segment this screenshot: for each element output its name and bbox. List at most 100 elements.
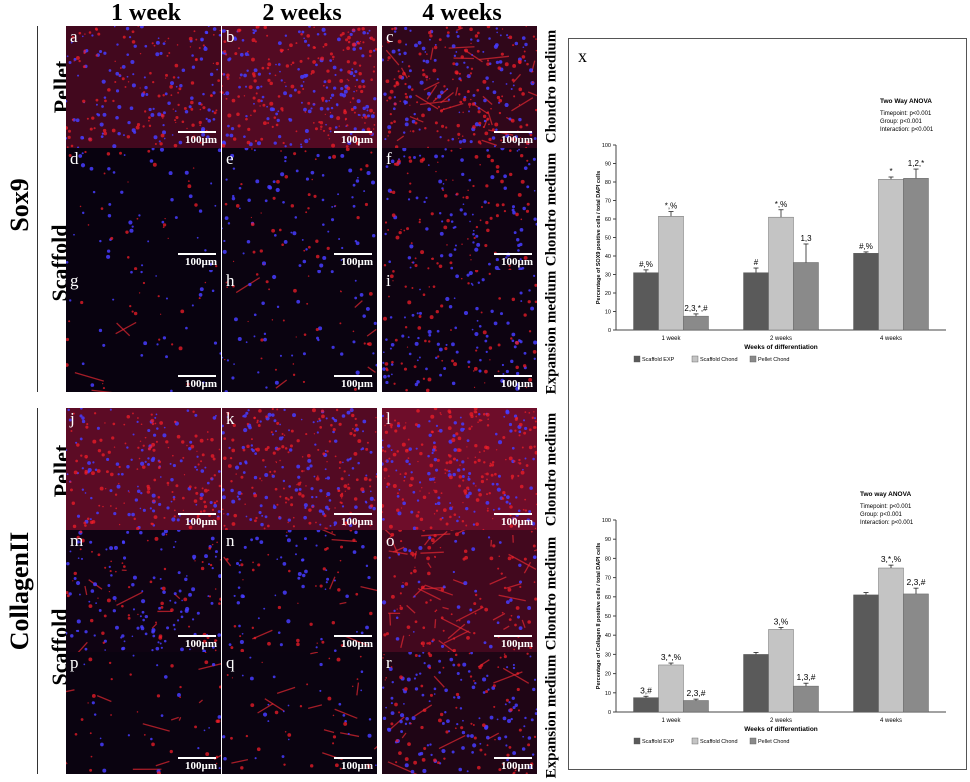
bar-scaffold-chond [769,629,794,712]
significance-label: 3,*,% [661,652,682,662]
scale-bar-label: 100µm [501,760,533,772]
y-tick-label: 20 [605,291,611,297]
scale-bar-label: 100µm [501,638,533,650]
panel-letter: m [70,531,83,551]
scale-bar-label: 100µm [341,516,373,528]
y-tick-label: 50 [605,236,611,242]
micrograph-panel-a: a 100µm [66,26,221,148]
panel-letter: a [70,27,78,47]
scale-bar-label: 100µm [185,760,217,772]
panel-letter: r [386,653,392,673]
significance-label: *,% [665,202,677,211]
micrograph-panel-h: h 100µm [222,270,377,392]
y-tick-label: 0 [608,710,611,716]
micrograph-panel-r: r 100µm [382,652,537,774]
medium-label-row2: Chondro medium [544,149,561,271]
scale-bar-label: 100µm [341,378,373,390]
scale-bar-label: 100µm [341,760,373,772]
legend-label: Scaffold Chond [700,739,738,745]
panel-letter: j [70,409,75,429]
bar-scaffold-exp [854,253,879,330]
stats-line: Interaction: p<0.001 [860,520,914,526]
legend-label: Pellet Chond [758,739,790,745]
bar-scaffold-exp [634,698,659,712]
legend-label: Pellet Chond [758,357,790,363]
significance-label: 2,3,# [907,577,926,587]
significance-label: #,% [639,260,653,269]
panel-letter: d [70,149,79,169]
scale-bar [178,757,216,759]
panel-letter: f [386,149,392,169]
scale-bar [494,375,532,377]
stats-title: Two way ANOVA [860,491,911,498]
panel-letter: h [226,271,235,291]
stats-line: Group: p<0.001 [860,512,903,518]
x-tick-label: 1 week [661,336,681,342]
medium-label-row6: Expansion medium [544,652,561,782]
scale-bar [178,375,216,377]
scale-bar-label: 100µm [185,256,217,268]
significance-label: 3,# [640,685,652,695]
scale-bar [334,635,372,637]
micrograph-panel-p: p 100µm [66,652,221,774]
scale-bar-label: 100µm [185,638,217,650]
stats-title: Two Way ANOVA [880,98,932,105]
bar-pellet-chond [904,594,929,712]
panel-letter: c [386,27,394,47]
scale-bar [178,513,216,515]
scale-bar-label: 100µm [501,378,533,390]
significance-label: 1,2,* [908,159,924,168]
bar-scaffold-chond [659,216,684,330]
y-tick-label: 10 [605,691,611,697]
y-tick-label: 90 [605,162,611,168]
bar-scaffold-chond [769,217,794,330]
y-axis-label: Percentage of Collagen II positive cells… [596,543,602,689]
panel-letter: n [226,531,235,551]
significance-label: # [754,258,759,267]
y-tick-label: 20 [605,672,611,678]
scale-bar [178,131,216,133]
significance-label: 2,3,# [687,688,706,698]
medium-label-row3: Expansion medium [544,268,561,398]
column-header-1-week: 1 week [66,0,226,27]
x-tick-label: 1 week [661,718,681,724]
y-tick-label: 70 [605,199,611,205]
panel-letter: g [70,271,79,291]
y-tick-label: 40 [605,254,611,260]
bar-scaffold-chond [879,568,904,712]
x-axis-label: Weeks of differentiation [744,726,818,733]
legend-swatch [692,356,698,362]
bar-scaffold-exp [634,273,659,330]
legend-swatch [750,356,756,362]
significance-label: 2,3,*,# [684,304,708,313]
stats-line: Timepoint: p<0.001 [860,504,912,510]
legend-label: Scaffold EXP [642,739,675,745]
significance-label: 3,*,% [881,554,902,564]
legend-label: Scaffold Chond [700,357,738,363]
scale-bar-label: 100µm [341,256,373,268]
stats-line: Interaction: p<0.001 [880,127,934,133]
significance-label: 1,3 [800,234,812,243]
y-tick-label: 30 [605,652,611,658]
y-tick-label: 70 [605,576,611,582]
bar-pellet-chond [904,178,929,330]
medium-label-row4: Chondro medium [544,409,561,531]
column-header-2-weeks: 2 weeks [222,0,382,27]
y-tick-label: 50 [605,614,611,620]
column-header-4-weeks: 4 weeks [382,0,542,27]
bar-scaffold-chond [879,179,904,330]
scale-bar-label: 100µm [185,134,217,146]
panel-letter: p [70,653,79,673]
bar-pellet-chond [794,686,819,712]
stats-line: Group: p<0.001 [880,119,923,125]
